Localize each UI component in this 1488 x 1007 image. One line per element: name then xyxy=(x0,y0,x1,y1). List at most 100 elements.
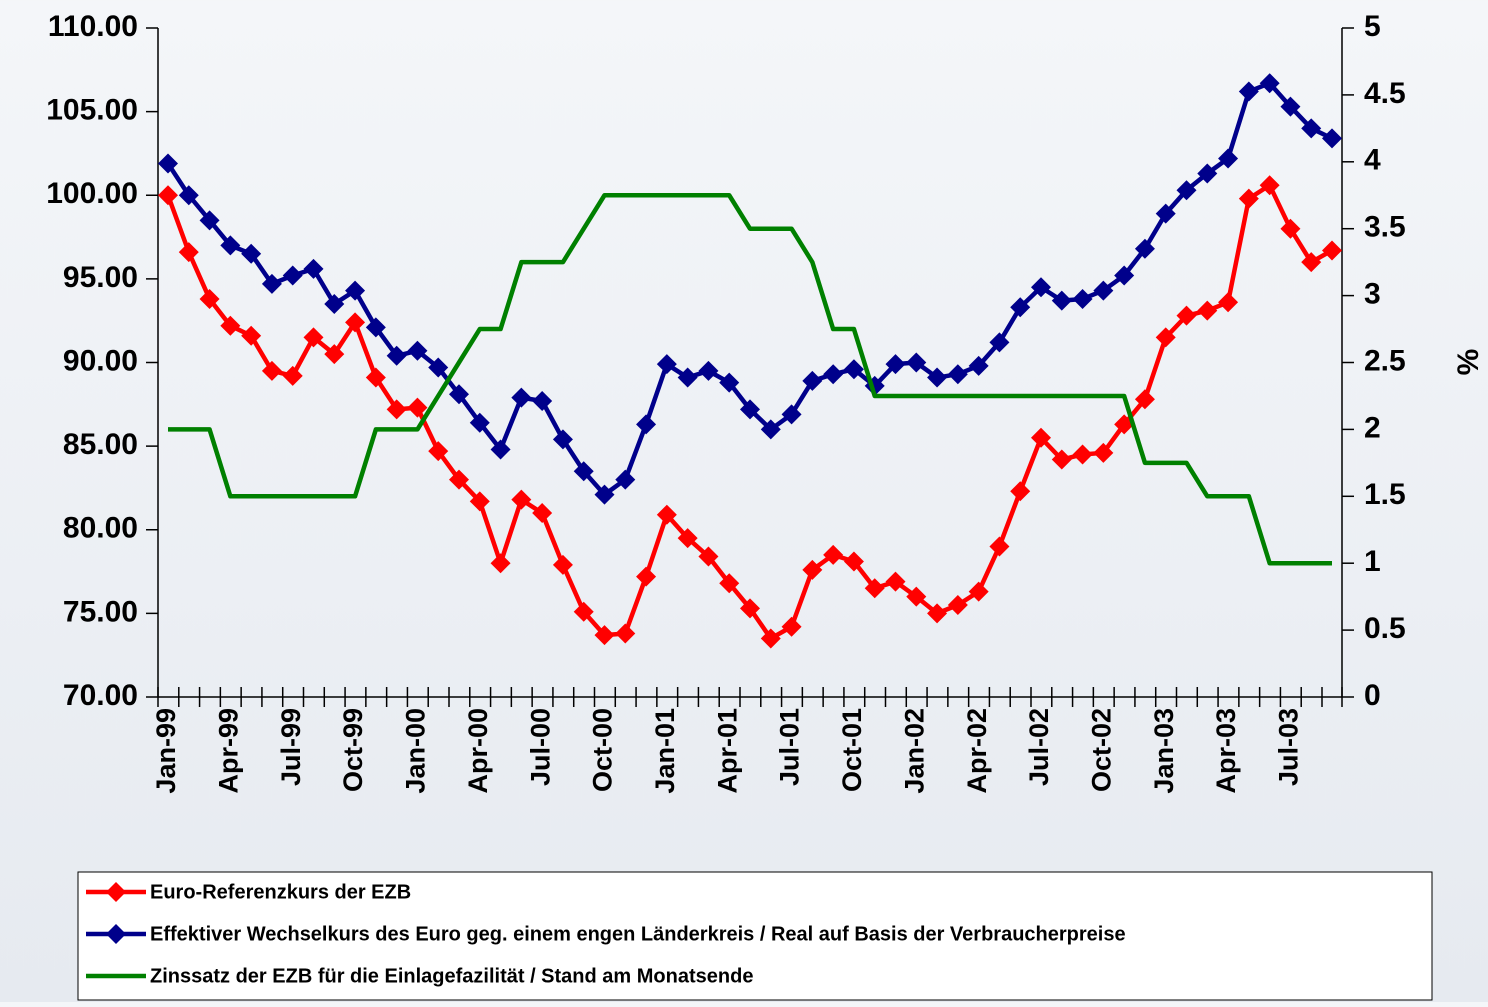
x-tick-label: Jan-03 xyxy=(1149,708,1179,794)
marker xyxy=(1322,128,1342,149)
marker xyxy=(1072,288,1093,309)
y2-tick-label: 4.5 xyxy=(1364,77,1406,110)
legend-label: Zinssatz der EZB für die Einlagefazilitä… xyxy=(150,965,753,987)
marker xyxy=(552,429,573,450)
marker xyxy=(1134,389,1155,410)
marker xyxy=(823,544,844,565)
marker xyxy=(282,265,303,286)
marker xyxy=(636,566,657,587)
marker xyxy=(594,484,615,505)
marker xyxy=(1031,277,1051,298)
marker xyxy=(989,332,1010,353)
marker xyxy=(968,581,989,602)
marker xyxy=(1010,297,1031,318)
marker xyxy=(594,625,615,646)
y2-tick-label: 2 xyxy=(1364,411,1381,444)
marker xyxy=(636,414,657,435)
marker xyxy=(1051,449,1072,470)
marker xyxy=(1259,175,1280,196)
marker xyxy=(1301,252,1322,273)
marker xyxy=(241,243,262,264)
marker xyxy=(303,327,324,348)
marker xyxy=(1155,327,1176,348)
marker xyxy=(407,397,428,418)
marker xyxy=(1051,290,1072,311)
marker xyxy=(490,439,511,460)
marker xyxy=(449,384,469,405)
marker xyxy=(365,317,386,338)
marker xyxy=(386,345,407,366)
marker xyxy=(1301,118,1322,139)
x-tick-label: Apr-99 xyxy=(213,708,243,794)
marker xyxy=(740,598,760,619)
marker xyxy=(615,469,636,490)
marker xyxy=(407,340,428,361)
marker xyxy=(1218,148,1239,169)
marker xyxy=(885,571,906,592)
marker xyxy=(324,344,345,365)
marker xyxy=(1114,265,1135,286)
marker xyxy=(303,258,324,279)
x-tick-label: Apr-02 xyxy=(962,708,992,794)
y2-tick-label: 0.5 xyxy=(1364,612,1406,645)
x-tick-label: Oct-02 xyxy=(1086,708,1116,792)
y-tick-label: 110.00 xyxy=(48,10,138,43)
y-tick-label: 80.00 xyxy=(63,512,138,545)
marker xyxy=(1280,218,1301,239)
marker xyxy=(449,469,469,490)
marker xyxy=(1322,240,1342,261)
marker xyxy=(241,325,262,346)
x-tick-label: Oct-99 xyxy=(338,708,368,792)
marker xyxy=(324,293,345,314)
marker xyxy=(490,553,511,574)
marker xyxy=(677,528,698,549)
x-tick-label: Apr-03 xyxy=(1211,708,1241,794)
marker xyxy=(469,412,490,433)
legend-label: Effektiver Wechselkurs des Euro geg. ein… xyxy=(150,923,1126,945)
y2-tick-label: 1 xyxy=(1364,545,1381,578)
y-tick-label: 85.00 xyxy=(63,428,138,461)
marker xyxy=(802,370,823,391)
series-line xyxy=(168,193,1332,566)
x-tick-label: Jan-01 xyxy=(650,708,680,794)
y-tick-label: 90.00 xyxy=(63,344,138,377)
y-tick-label: 75.00 xyxy=(63,595,138,628)
marker xyxy=(573,601,594,622)
marker xyxy=(469,491,490,512)
x-tick-label: Jan-00 xyxy=(401,708,431,794)
marker xyxy=(1093,280,1114,301)
y2-tick-label: 5 xyxy=(1364,10,1381,43)
marker xyxy=(386,399,407,420)
marker xyxy=(199,210,220,231)
marker xyxy=(261,360,282,381)
marker xyxy=(1218,292,1239,313)
marker xyxy=(1259,73,1280,94)
marker xyxy=(532,503,553,524)
y-tick-label: 95.00 xyxy=(63,261,138,294)
marker xyxy=(220,235,241,256)
marker xyxy=(158,185,178,206)
y2-tick-label: 2.5 xyxy=(1364,344,1406,377)
x-tick-label: Jan-99 xyxy=(151,708,181,794)
marker xyxy=(781,616,802,637)
x-tick-label: Jul-03 xyxy=(1274,708,1304,786)
marker xyxy=(927,367,948,388)
marker xyxy=(345,312,366,333)
x-tick-label: Jul-01 xyxy=(775,708,805,786)
marker xyxy=(1238,81,1259,102)
legend-marker xyxy=(106,882,126,902)
y2-tick-label: 4 xyxy=(1364,144,1381,177)
marker xyxy=(1280,96,1301,117)
marker xyxy=(199,288,220,309)
marker xyxy=(532,390,553,411)
marker xyxy=(1072,444,1093,465)
y-tick-label: 70.00 xyxy=(63,679,138,712)
marker xyxy=(927,603,948,624)
marker xyxy=(906,586,927,607)
marker xyxy=(864,578,885,599)
series-line xyxy=(166,80,1333,497)
marker xyxy=(1197,163,1218,184)
y2-tick-label: 3.5 xyxy=(1364,211,1406,244)
